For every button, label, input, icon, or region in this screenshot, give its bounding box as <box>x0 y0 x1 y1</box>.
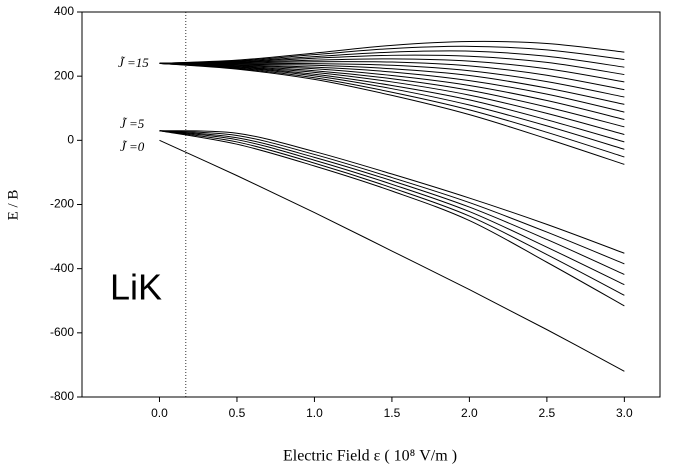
y-axis-label: E / B <box>5 190 21 221</box>
curve <box>159 139 625 372</box>
curve <box>159 130 625 307</box>
x-tick-label: 0.5 <box>229 406 246 420</box>
x-tick-label: 2.0 <box>461 406 478 420</box>
curve <box>159 62 625 113</box>
curve <box>159 130 625 296</box>
curve <box>159 58 625 83</box>
curve <box>159 62 625 136</box>
molecule-label: LiK <box>110 267 162 308</box>
curve <box>159 130 625 254</box>
y-tick-label: 400 <box>54 4 74 18</box>
curve <box>159 45 625 64</box>
curve <box>159 62 625 143</box>
y-tick-label: -600 <box>50 325 74 339</box>
curve <box>159 62 625 165</box>
curve <box>159 130 625 265</box>
y-tick-label: 0 <box>67 133 74 147</box>
plot-frame <box>81 11 661 398</box>
curve <box>159 40 625 64</box>
level-label: J̃ =5 <box>120 116 145 131</box>
x-axis-label: Electric Field ε ( 10⁸ V/m ) <box>283 448 457 465</box>
x-tick-label: 1.0 <box>306 406 323 420</box>
curve <box>159 50 625 68</box>
x-tick-label: 2.5 <box>539 406 556 420</box>
curve <box>159 62 625 120</box>
x-tick-label: 0.0 <box>151 406 168 420</box>
curve <box>159 62 625 158</box>
curve <box>159 62 625 105</box>
y-tick-label: -200 <box>50 197 74 211</box>
x-tick-label: 1.5 <box>384 406 401 420</box>
curve <box>159 62 625 128</box>
curve <box>159 130 625 275</box>
curve <box>159 62 625 150</box>
level-label: J̃ =15 <box>118 55 149 70</box>
curve <box>159 61 625 91</box>
curve <box>159 62 625 98</box>
x-tick-label: 3.0 <box>616 406 633 420</box>
level-label: J̃ =0 <box>120 139 145 154</box>
y-tick-label: 200 <box>54 68 74 82</box>
y-tick-label: -400 <box>50 261 74 275</box>
y-tick-label: -800 <box>50 389 74 403</box>
curve <box>159 130 625 286</box>
